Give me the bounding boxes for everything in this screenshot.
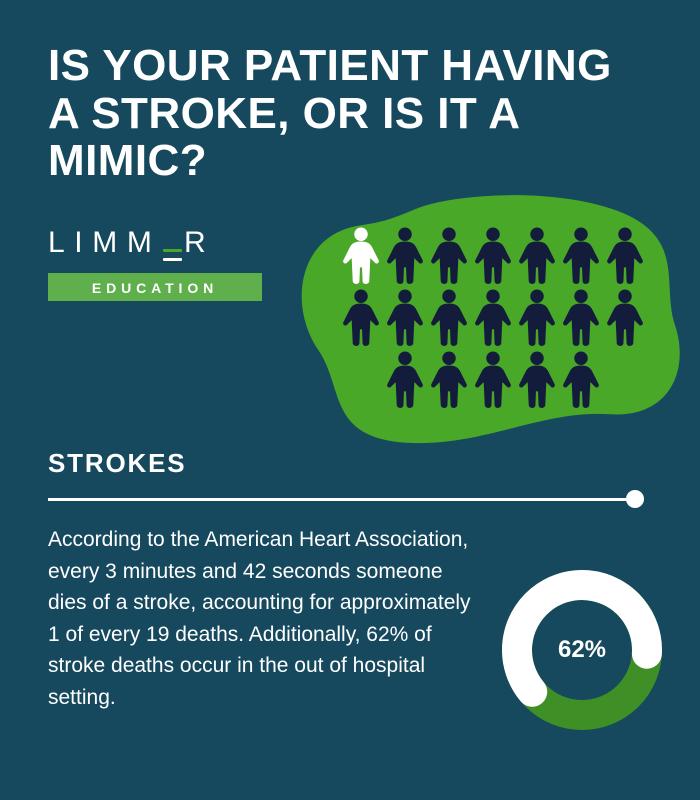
- person-icon: [428, 288, 470, 346]
- person-icon: [428, 350, 470, 408]
- divider-dot: [626, 490, 644, 508]
- person-icon: [340, 288, 382, 346]
- person-icon: [604, 226, 646, 284]
- brand-badge: EDUCATION: [48, 273, 262, 301]
- person-icon: [560, 226, 602, 284]
- person-icon: [384, 226, 426, 284]
- donut-label: 62%: [558, 636, 606, 664]
- person-icon: [472, 288, 514, 346]
- person-icon: [384, 288, 426, 346]
- person-icon: [560, 350, 602, 408]
- section-divider: [48, 490, 644, 508]
- divider-line: [48, 498, 628, 501]
- donut-chart: 62%: [502, 570, 662, 730]
- headline: IS YOUR PATIENT HAVING A STROKE, OR IS I…: [48, 42, 648, 185]
- infographic-canvas: IS YOUR PATIENT HAVING A STROKE, OR IS I…: [0, 0, 700, 800]
- body-paragraph: According to the American Heart Associat…: [48, 524, 473, 713]
- person-icon: [560, 288, 602, 346]
- person-icon: [604, 288, 646, 346]
- person-icon: [384, 350, 426, 408]
- brand-wordmark: LIMMR: [48, 226, 262, 261]
- people-pictogram: [340, 226, 646, 412]
- person-icon: [472, 350, 514, 408]
- person-icon: [428, 226, 470, 284]
- section-title: STROKES: [48, 448, 186, 479]
- person-icon: [516, 226, 558, 284]
- person-icon: [340, 226, 382, 284]
- person-icon: [516, 288, 558, 346]
- person-icon: [472, 226, 514, 284]
- person-icon: [516, 350, 558, 408]
- brand-logo: LIMMR EDUCATION: [48, 226, 262, 301]
